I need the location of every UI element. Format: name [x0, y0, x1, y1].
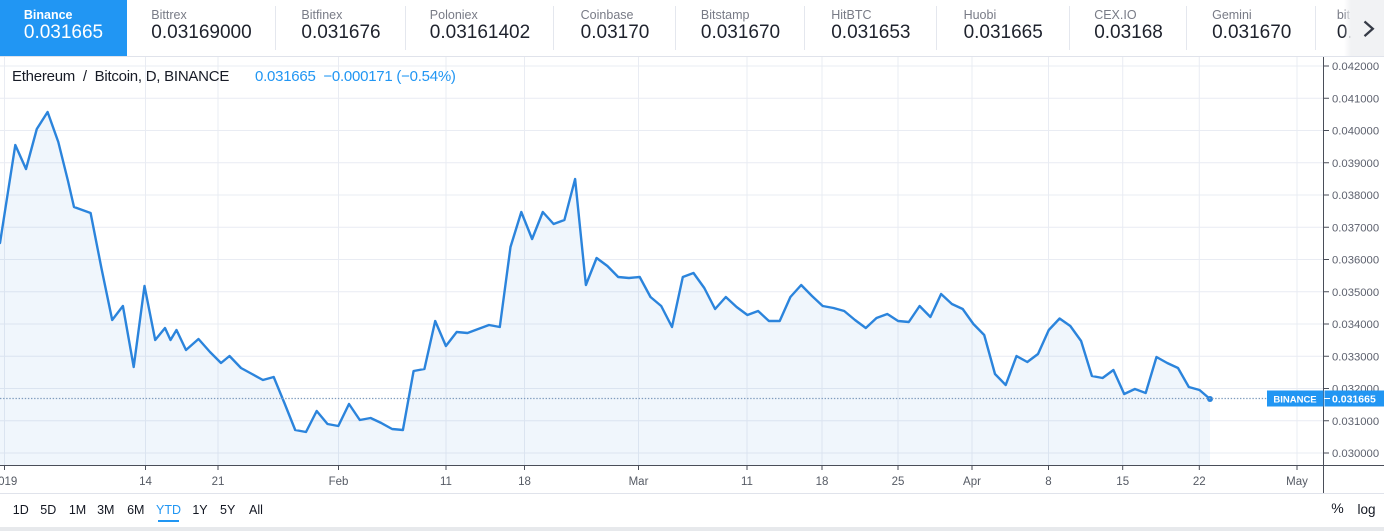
- svg-text:25: 25: [892, 476, 905, 488]
- svg-text:2019: 2019: [0, 476, 17, 488]
- svg-text:0.031665: 0.031665: [1332, 394, 1376, 406]
- svg-text:11: 11: [741, 476, 753, 488]
- svg-text:Apr: Apr: [963, 476, 981, 488]
- svg-text:15: 15: [1116, 476, 1129, 488]
- svg-text:0.040000: 0.040000: [1332, 126, 1379, 138]
- svg-text:21: 21: [212, 476, 225, 488]
- svg-text:0.041000: 0.041000: [1332, 93, 1379, 105]
- svg-text:Mar: Mar: [629, 476, 649, 488]
- svg-text:0.034000: 0.034000: [1332, 319, 1379, 331]
- svg-text:8: 8: [1045, 476, 1051, 488]
- svg-text:22: 22: [1193, 476, 1206, 488]
- svg-text:14: 14: [139, 476, 152, 488]
- svg-text:0.042000: 0.042000: [1332, 61, 1379, 73]
- svg-text:0.036000: 0.036000: [1332, 255, 1379, 267]
- svg-text:18: 18: [816, 476, 829, 488]
- svg-text:May: May: [1286, 476, 1308, 488]
- svg-text:0.038000: 0.038000: [1332, 190, 1379, 202]
- svg-text:Feb: Feb: [329, 476, 349, 488]
- svg-text:18: 18: [518, 476, 531, 488]
- svg-text:0.037000: 0.037000: [1332, 222, 1379, 234]
- svg-text:0.030000: 0.030000: [1332, 448, 1379, 460]
- svg-text:0.039000: 0.039000: [1332, 158, 1379, 170]
- svg-text:0.031000: 0.031000: [1332, 416, 1379, 428]
- svg-text:11: 11: [440, 476, 452, 488]
- svg-text:0.033000: 0.033000: [1332, 351, 1379, 363]
- svg-text:0.035000: 0.035000: [1332, 287, 1379, 299]
- svg-text:BINANCE: BINANCE: [1273, 395, 1316, 406]
